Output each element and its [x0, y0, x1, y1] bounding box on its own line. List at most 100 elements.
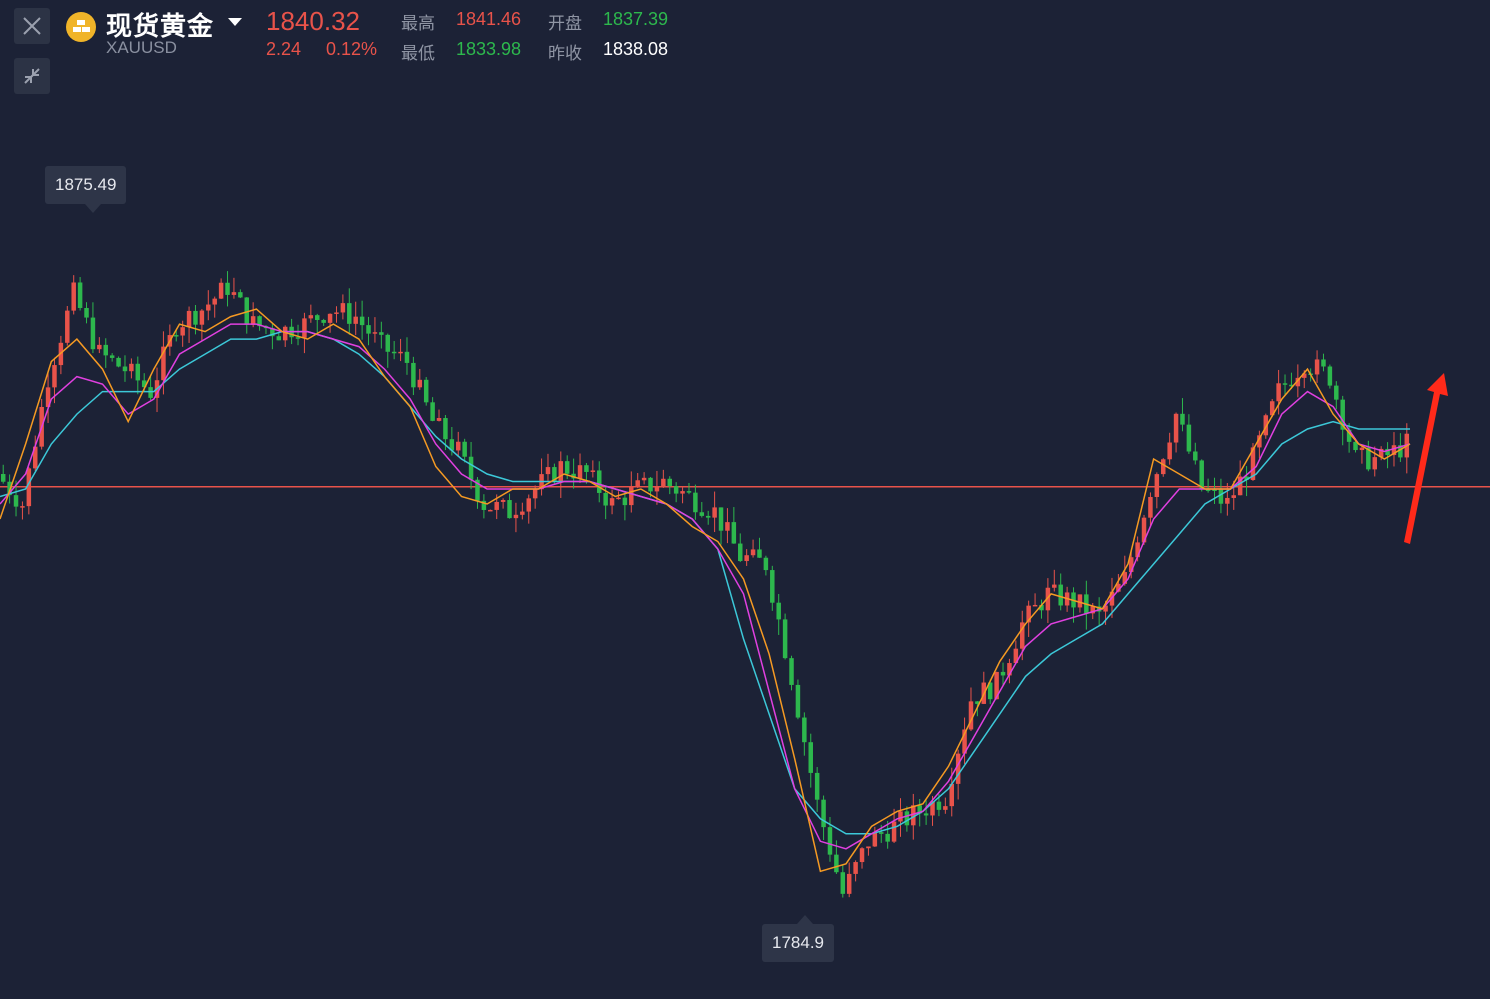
candle-up: [1032, 604, 1038, 607]
candle-up: [1391, 445, 1397, 456]
candle-down: [648, 477, 653, 492]
close-icon: [23, 17, 41, 35]
candle-up: [1263, 415, 1269, 436]
open-label: 开盘: [548, 14, 582, 34]
candle-up: [1141, 517, 1147, 543]
candle-up: [609, 498, 615, 506]
candle-up: [661, 478, 666, 488]
candle-down: [7, 481, 12, 496]
candle-up: [97, 344, 102, 350]
candle-down: [84, 307, 89, 318]
candle-down: [359, 316, 365, 326]
candle-down: [802, 717, 807, 743]
candle-up: [1225, 497, 1230, 504]
collapse-button[interactable]: [14, 58, 50, 94]
candle-down: [879, 832, 884, 834]
candle-up: [1077, 594, 1083, 608]
candle-up: [1167, 442, 1172, 460]
candle-down: [763, 557, 769, 571]
candle-up: [129, 363, 134, 372]
open-value: 1837.39: [603, 9, 669, 29]
candle-down: [603, 492, 608, 506]
candle-down: [693, 492, 698, 513]
candle-up: [1090, 606, 1095, 614]
candle-down: [103, 344, 108, 356]
candle-up: [1052, 584, 1057, 588]
candle-down: [321, 319, 326, 323]
prev-close-label: 昨收: [548, 44, 582, 64]
candle-up: [1148, 496, 1153, 518]
candle-up: [1122, 572, 1128, 584]
candle-up: [1116, 583, 1121, 592]
high-label: 最高: [401, 14, 435, 34]
candle-up: [161, 346, 166, 381]
candle-up: [488, 509, 493, 512]
candle-up: [1103, 605, 1108, 612]
candle-down: [1327, 366, 1333, 386]
candle-up: [1269, 401, 1275, 416]
candle-up: [962, 729, 967, 754]
close-button[interactable]: [14, 8, 50, 44]
instrument-name[interactable]: 现货黄金: [106, 12, 215, 42]
candle-up: [1314, 359, 1320, 375]
candle-up: [417, 379, 423, 388]
candle-up: [340, 303, 346, 313]
candle-down: [827, 827, 833, 855]
candle-down: [1205, 489, 1211, 491]
candle-up: [218, 282, 224, 299]
candle-down: [673, 486, 679, 494]
candle-up: [1173, 413, 1179, 443]
candle-up: [526, 498, 531, 512]
candle-down: [1321, 359, 1326, 367]
candle-up: [1045, 587, 1051, 611]
candle-up: [859, 848, 865, 863]
candle-down: [276, 336, 282, 341]
candle-up: [616, 497, 621, 500]
candle-up: [1013, 648, 1019, 664]
candle-down: [347, 303, 352, 324]
candle-up: [494, 501, 499, 510]
instrument-symbol: XAUUSD: [106, 38, 177, 57]
candle-down: [936, 801, 942, 810]
candle-down: [1180, 413, 1185, 425]
candle-up: [750, 549, 756, 556]
candle-down: [789, 658, 794, 685]
candle-down: [507, 500, 512, 519]
candle-down: [141, 380, 147, 388]
price-change: 2.24: [266, 39, 302, 59]
ma-fast-line: [0, 308, 1411, 873]
chevron-down-icon[interactable]: [228, 18, 242, 26]
candle-down: [430, 402, 435, 421]
candle-up: [334, 312, 339, 314]
candle-up: [558, 461, 564, 483]
candle-down: [174, 335, 179, 337]
candle-up: [71, 282, 76, 311]
candle-up: [26, 468, 32, 507]
candle-down: [814, 772, 820, 800]
candle-down: [1186, 424, 1192, 452]
candle-up: [1231, 495, 1236, 498]
candle-up: [456, 441, 461, 451]
candle-up: [744, 555, 749, 562]
candle-down: [770, 570, 775, 603]
candle-up: [33, 446, 38, 469]
candle-up: [1007, 663, 1012, 676]
candle-up: [1154, 474, 1160, 497]
candle-down: [225, 282, 230, 295]
candle-down: [0, 474, 6, 482]
candle-down: [795, 684, 801, 718]
candle-up: [1372, 457, 1377, 470]
candle-up: [302, 318, 307, 338]
candle-down: [776, 602, 781, 620]
candle-down: [257, 316, 262, 327]
collapse-icon: [24, 68, 40, 84]
candle-down: [77, 282, 83, 308]
candle-down: [481, 500, 487, 510]
candle-up: [968, 701, 974, 730]
candle-up: [199, 310, 205, 325]
candle-up: [846, 873, 852, 894]
candle-up: [891, 821, 897, 842]
candle-down: [238, 292, 243, 298]
candle-down: [1334, 385, 1339, 400]
